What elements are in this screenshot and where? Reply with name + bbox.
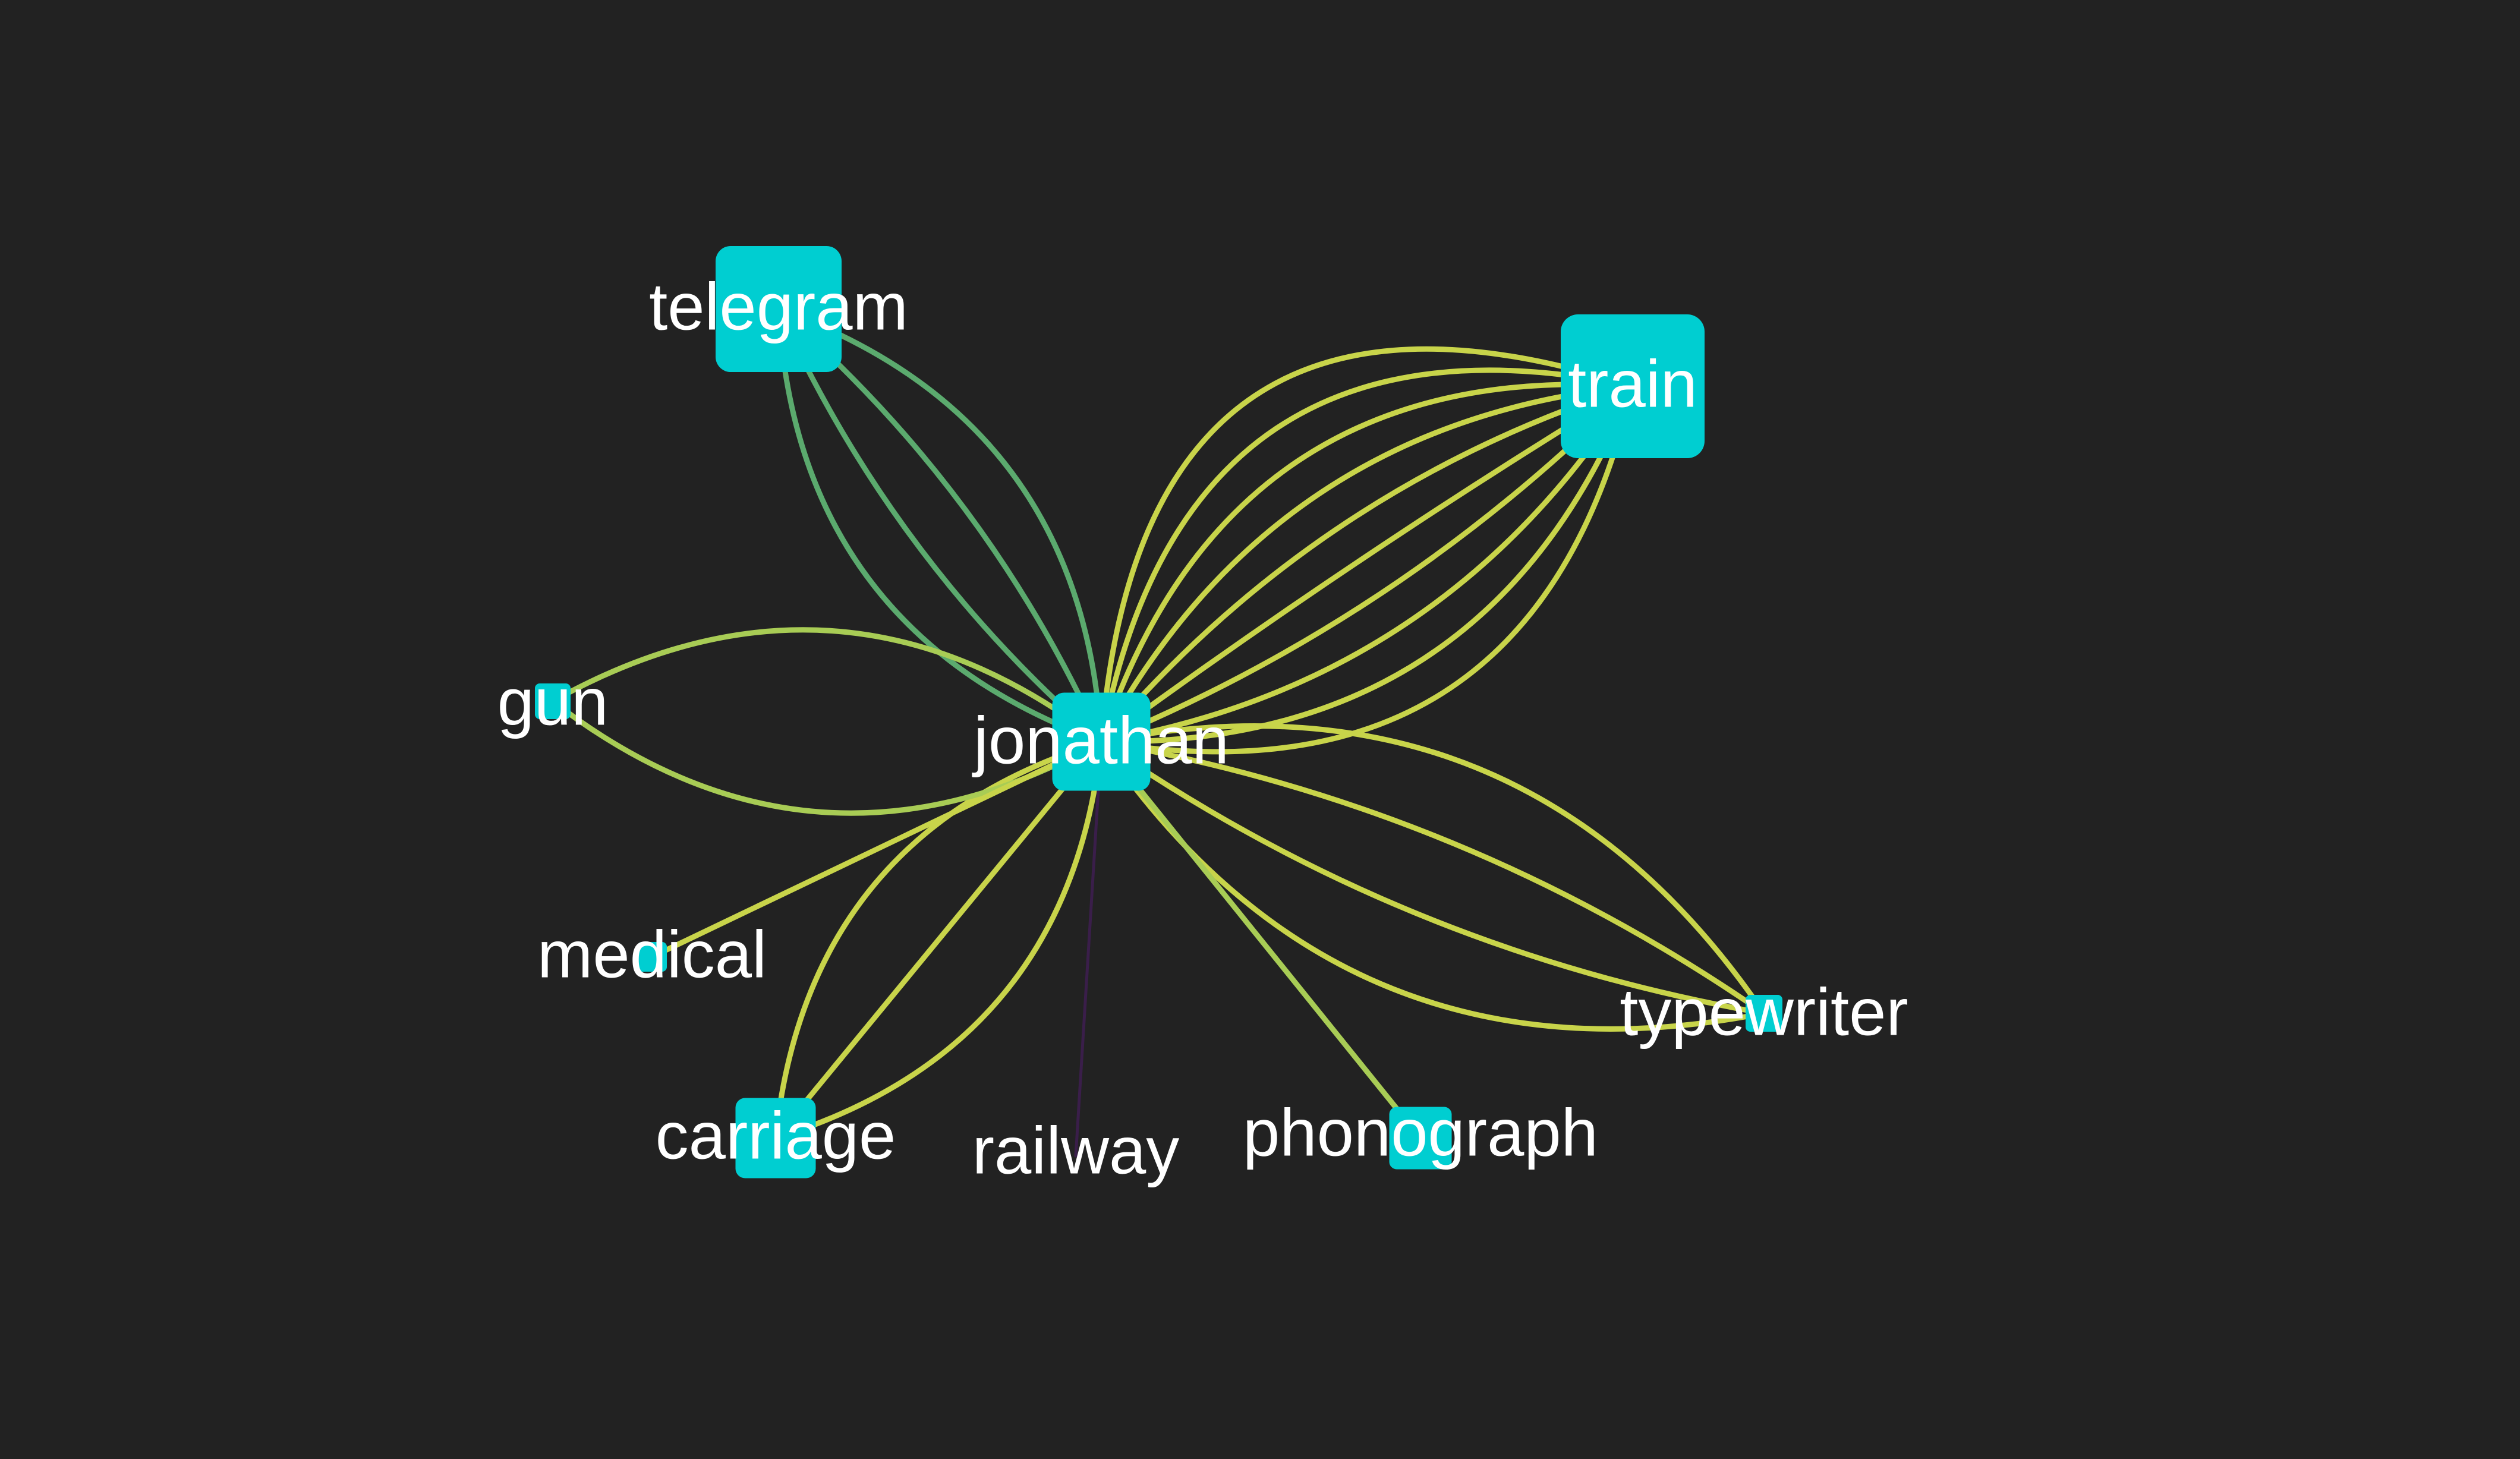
edge-jonathan-train-1 [1098, 346, 1636, 745]
node-medical[interactable] [637, 942, 667, 972]
edge-jonathan-train-5 [1098, 383, 1636, 745]
nodes-layer [535, 246, 1782, 1178]
label-typewriter: typewriter [1620, 975, 1908, 1050]
edge-jonathan-telegram-4 [776, 306, 1104, 745]
edges-layer [550, 306, 1767, 1158]
node-jonathan[interactable] [1052, 692, 1151, 791]
edge-jonathan-carriage-3 [773, 739, 1104, 1141]
label-carriage: carriage [656, 1099, 896, 1173]
edge-jonathan-train-9 [1098, 383, 1636, 745]
label-jonathan: jonathan [972, 704, 1229, 778]
edge-jonathan-train-8 [1098, 383, 1636, 745]
edge-jonathan-typewriter-1 [1098, 723, 1767, 1016]
edge-jonathan-telegram-3 [776, 306, 1104, 745]
edge-jonathan-telegram-2 [776, 306, 1104, 745]
edge-jonathan-phonograph-1 [1098, 739, 1423, 1141]
node-telegram[interactable] [716, 246, 842, 372]
node-carriage[interactable] [735, 1098, 816, 1178]
edge-jonathan-train-6 [1098, 383, 1636, 745]
edge-jonathan-train-7 [1098, 383, 1636, 745]
edge-jonathan-carriage-2 [773, 739, 1104, 1141]
label-phonograph: phonograph [1243, 1096, 1598, 1170]
edge-jonathan-train-2 [1098, 367, 1636, 745]
edge-jonathan-gun-2 [550, 627, 1104, 745]
edge-jonathan-train-3 [1098, 382, 1636, 745]
edge-jonathan-train-4 [1098, 383, 1636, 745]
edge-jonathan-typewriter-2 [1098, 739, 1767, 1016]
label-train: train [1568, 347, 1697, 421]
node-phonograph[interactable] [1389, 1107, 1452, 1170]
node-typewriter[interactable] [1746, 995, 1782, 1032]
node-train[interactable] [1561, 314, 1705, 458]
labels-layer: jonathan telegram train gun medical carriage r… [497, 270, 1908, 1188]
label-gun: gun [497, 665, 609, 739]
edge-jonathan-medical-1 [649, 739, 1104, 960]
edge-jonathan-train-10 [1098, 383, 1636, 755]
edge-jonathan-typewriter-3 [1098, 739, 1767, 1016]
edge-jonathan-railway-1 [1074, 740, 1103, 1158]
label-medical: medical [537, 918, 767, 992]
label-railway: railway [972, 1114, 1180, 1188]
node-gun[interactable] [535, 683, 571, 719]
label-telegram: telegram [649, 270, 908, 344]
edge-jonathan-telegram-1 [776, 306, 1104, 745]
edge-jonathan-carriage-1 [773, 739, 1104, 1141]
